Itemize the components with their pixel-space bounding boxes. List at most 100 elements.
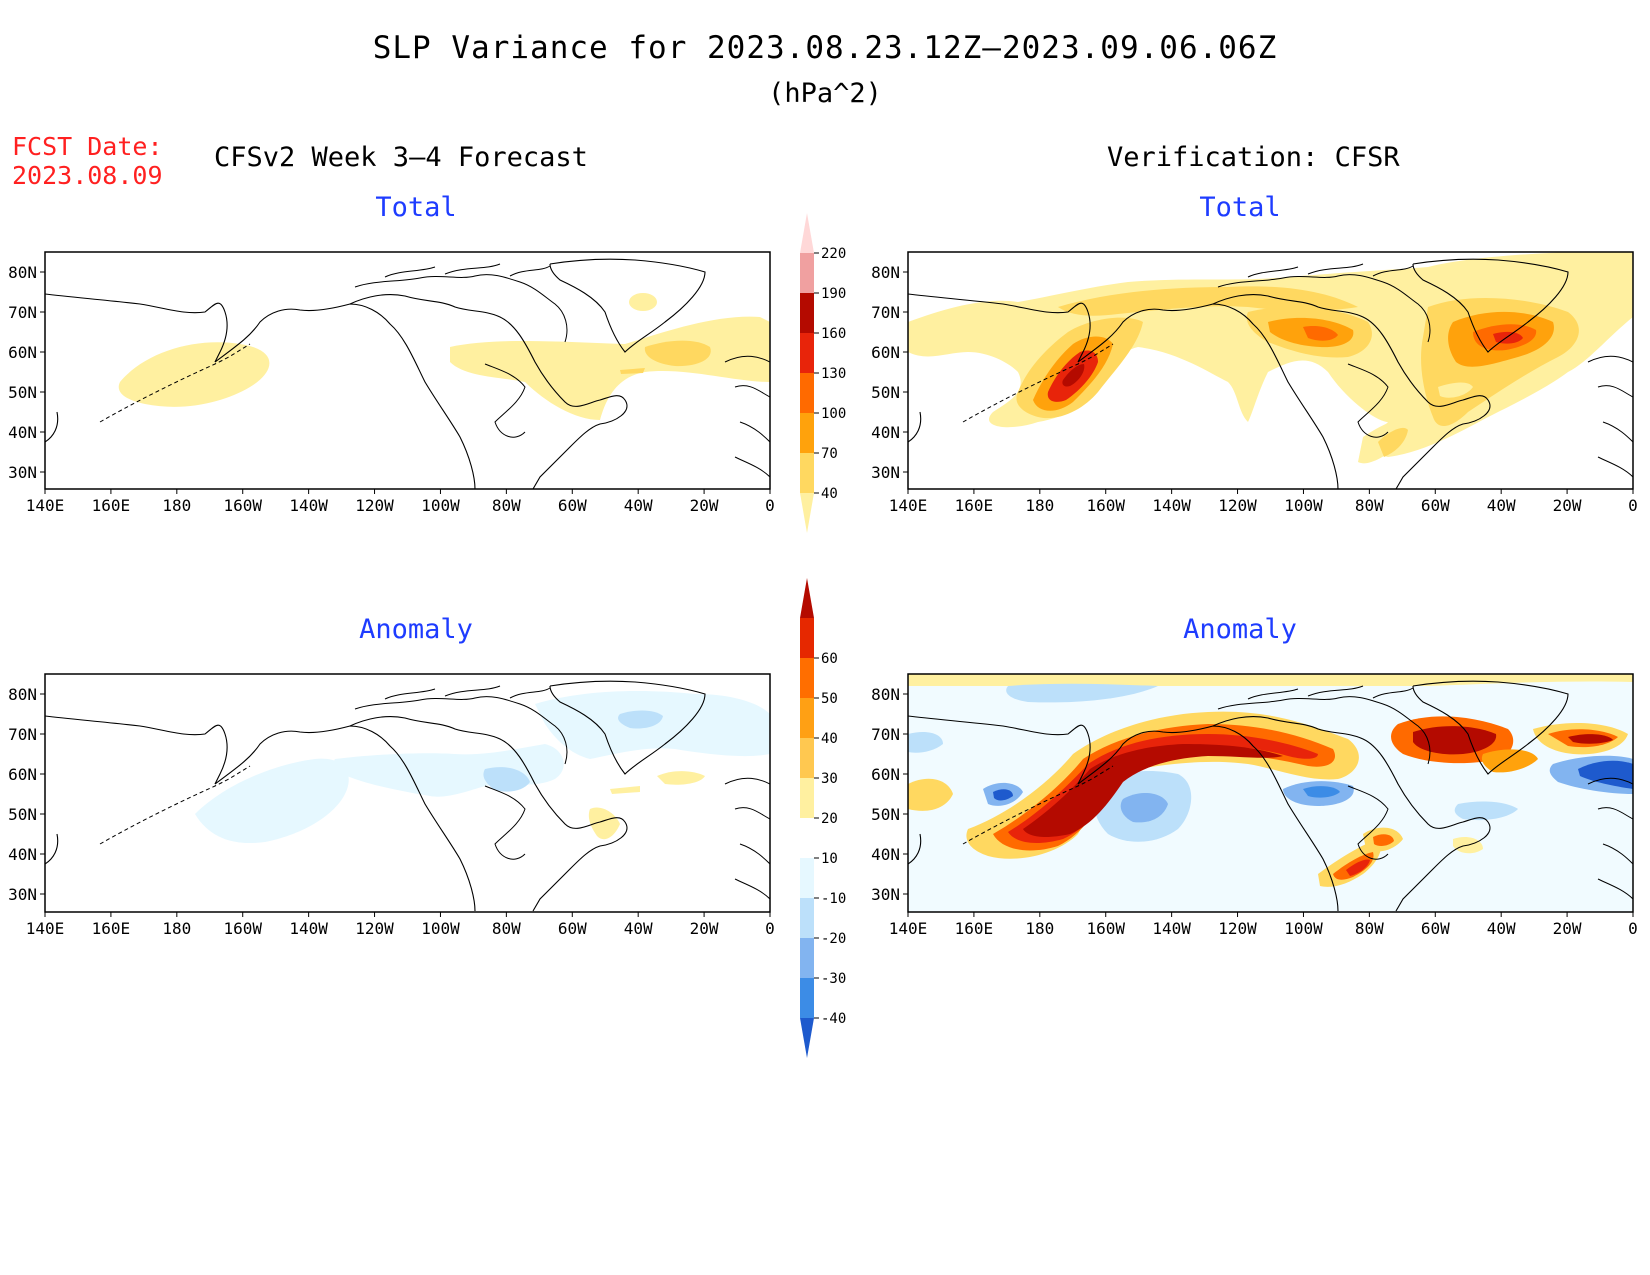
forecast-total-lon-tick-label: 140W xyxy=(289,496,328,515)
colorbar-total-swatch xyxy=(800,213,814,253)
forecast-anomaly-lon-tick-label: 80W xyxy=(492,919,521,938)
colorbar-anomaly-swatch xyxy=(800,698,814,738)
verification-total-lat-tick-label: 60N xyxy=(871,343,900,362)
colorbar-anomaly-swatch xyxy=(800,778,814,818)
forecast-anomaly-lon-tick-label: 160W xyxy=(223,919,262,938)
forecast-total-lon-tick-label: 120W xyxy=(355,496,394,515)
forecast-header: CFSv2 Week 3–4 Forecast xyxy=(214,142,588,173)
verification-total-field xyxy=(908,252,1633,489)
colorbar-anomaly-swatch xyxy=(800,938,814,978)
verification-anomaly-lat-tick-label: 30N xyxy=(871,885,900,904)
colorbar-anomaly-level-label: -10 xyxy=(821,891,846,907)
verification-anomaly-lat-tick-label: 40N xyxy=(871,845,900,864)
forecast-anomaly-lat-tick-label: 80N xyxy=(8,685,37,704)
colorbar-anomaly-level-label: -30 xyxy=(821,971,846,987)
verification-total-lon-tick-label: 140E xyxy=(889,496,928,515)
forecast-total-lon-tick-label: 140E xyxy=(26,496,65,515)
verification-anomaly-lon-tick-label: 20W xyxy=(1553,919,1582,938)
verification-total-lat-tick-label: 40N xyxy=(871,423,900,442)
verification-total-lon-tick-label: 80W xyxy=(1355,496,1384,515)
figure-title: SLP Variance for 2023.08.23.12Z–2023.09.… xyxy=(372,30,1278,66)
colorbar-total-level-label: 190 xyxy=(821,286,846,302)
forecast-anomaly-lon-tick-label: 120W xyxy=(355,919,394,938)
verification-anomaly-lon-tick-label: 60W xyxy=(1421,919,1450,938)
verification-total-lon-tick-label: 140W xyxy=(1152,496,1191,515)
colorbar-anomaly-swatch xyxy=(800,818,814,858)
colorbar-anomaly-swatch xyxy=(800,978,814,1018)
verification-anomaly-lat-tick-label: 50N xyxy=(871,805,900,824)
colorbar-total-swatch xyxy=(800,453,814,493)
panel-title-verification-anomaly: Anomaly xyxy=(1183,614,1297,645)
forecast-anomaly-lon-tick-label: 0 xyxy=(765,919,775,938)
forecast-anomaly-lat-tick-label: 60N xyxy=(8,765,37,784)
verification-total-lon-tick-label: 40W xyxy=(1487,496,1516,515)
verification-total-lat-tick-label: 50N xyxy=(871,383,900,402)
forecast-anomaly-lon-tick-label: 140E xyxy=(26,919,65,938)
colorbar-total-swatch xyxy=(800,413,814,453)
verification-anomaly-lon-tick-label: 160E xyxy=(955,919,994,938)
verification-anomaly-lon-tick-label: 140W xyxy=(1152,919,1191,938)
colorbar-anomaly-level-label: 60 xyxy=(821,651,838,667)
colorbar-anomaly: -40 -30 -20 -10 10 20 30 40 50 60 xyxy=(800,578,846,1058)
forecast-anomaly-lat-tick-label: 30N xyxy=(8,885,37,904)
colorbar-anomaly-level-label: 50 xyxy=(821,691,838,707)
forecast-anomaly-lon-tick-label: 20W xyxy=(690,919,719,938)
colorbar-total-swatch xyxy=(800,373,814,413)
colorbar-anomaly-swatch xyxy=(800,1018,814,1058)
colorbar-anomaly-swatch xyxy=(800,858,814,898)
forecast-total-lat-tick-label: 80N xyxy=(8,263,37,282)
colorbar-anomaly-swatch xyxy=(800,618,814,658)
colorbar-total-level-label: 220 xyxy=(821,246,846,262)
colorbar-anomaly-swatch xyxy=(800,658,814,698)
colorbar-anomaly-swatch xyxy=(800,898,814,938)
colorbar-total-level-label: 40 xyxy=(821,486,838,502)
panel-title-forecast-total: Total xyxy=(375,192,457,223)
colorbar-total-level-label: 160 xyxy=(821,326,846,342)
panel-title-verification-total: Total xyxy=(1199,192,1281,223)
verification-anomaly-field xyxy=(908,674,1633,912)
verification-total-lat-tick-label: 30N xyxy=(871,463,900,482)
colorbar-total-swatch xyxy=(800,293,814,333)
colorbar-anomaly-swatch xyxy=(800,578,814,618)
figure-units: (hPa^2) xyxy=(768,78,882,109)
verification-anomaly-lon-tick-label: 180 xyxy=(1025,919,1054,938)
forecast-anomaly-lon-tick-label: 60W xyxy=(558,919,587,938)
colorbar-anomaly-level-label: 40 xyxy=(821,731,838,747)
colorbar-total-level-label: 130 xyxy=(821,366,846,382)
verification-total-lon-tick-label: 60W xyxy=(1421,496,1450,515)
colorbar-total-level-label: 70 xyxy=(821,446,838,462)
colorbar-total: 40 70 100 130 160 190 220 xyxy=(800,213,846,533)
forecast-total-lat-tick-label: 40N xyxy=(8,423,37,442)
verification-total-lon-tick-label: 20W xyxy=(1553,496,1582,515)
forecast-total-lon-tick-label: 180 xyxy=(162,496,191,515)
fcst-date-value: 2023.08.09 xyxy=(12,161,163,190)
colorbar-anomaly-swatch xyxy=(800,738,814,778)
forecast-total-lat-tick-label: 50N xyxy=(8,383,37,402)
fcst-date-label: FCST Date: xyxy=(12,132,163,161)
verification-total-lon-tick-label: 160E xyxy=(955,496,994,515)
colorbar-anomaly-level-label: -40 xyxy=(821,1011,846,1027)
map-axes: 140E 160E 180 160W 140W 120W 100W 80W 60W 40W 20W 0… xyxy=(8,263,1638,938)
forecast-total-lon-tick-label: 100W xyxy=(421,496,460,515)
colorbar-total-swatch xyxy=(800,333,814,373)
colorbar-anomaly-level-label: 20 xyxy=(821,811,838,827)
verification-total-lat-tick-label: 70N xyxy=(871,303,900,322)
forecast-anomaly-lat-tick-label: 70N xyxy=(8,725,37,744)
verification-total-lat-tick-label: 80N xyxy=(871,263,900,282)
colorbar-anomaly-level-label: -20 xyxy=(821,931,846,947)
colorbar-anomaly-level-label: 10 xyxy=(821,851,838,867)
forecast-anomaly-lon-tick-label: 100W xyxy=(421,919,460,938)
verification-total-lon-tick-label: 160W xyxy=(1086,496,1125,515)
verification-total-lon-tick-label: 100W xyxy=(1284,496,1323,515)
panel-title-forecast-anomaly: Anomaly xyxy=(359,614,473,645)
forecast-total-lon-tick-label: 20W xyxy=(690,496,719,515)
forecast-anomaly-lat-tick-label: 40N xyxy=(8,845,37,864)
forecast-anomaly-lon-tick-label: 40W xyxy=(624,919,653,938)
forecast-total-lon-tick-label: 40W xyxy=(624,496,653,515)
verification-anomaly-lon-tick-label: 40W xyxy=(1487,919,1516,938)
colorbar-total-level-label: 100 xyxy=(821,406,846,422)
verification-anomaly-lon-tick-label: 100W xyxy=(1284,919,1323,938)
verification-anomaly-lon-tick-label: 160W xyxy=(1086,919,1125,938)
verification-header: Verification: CFSR xyxy=(1107,142,1400,173)
forecast-total-lon-tick-label: 160E xyxy=(92,496,131,515)
